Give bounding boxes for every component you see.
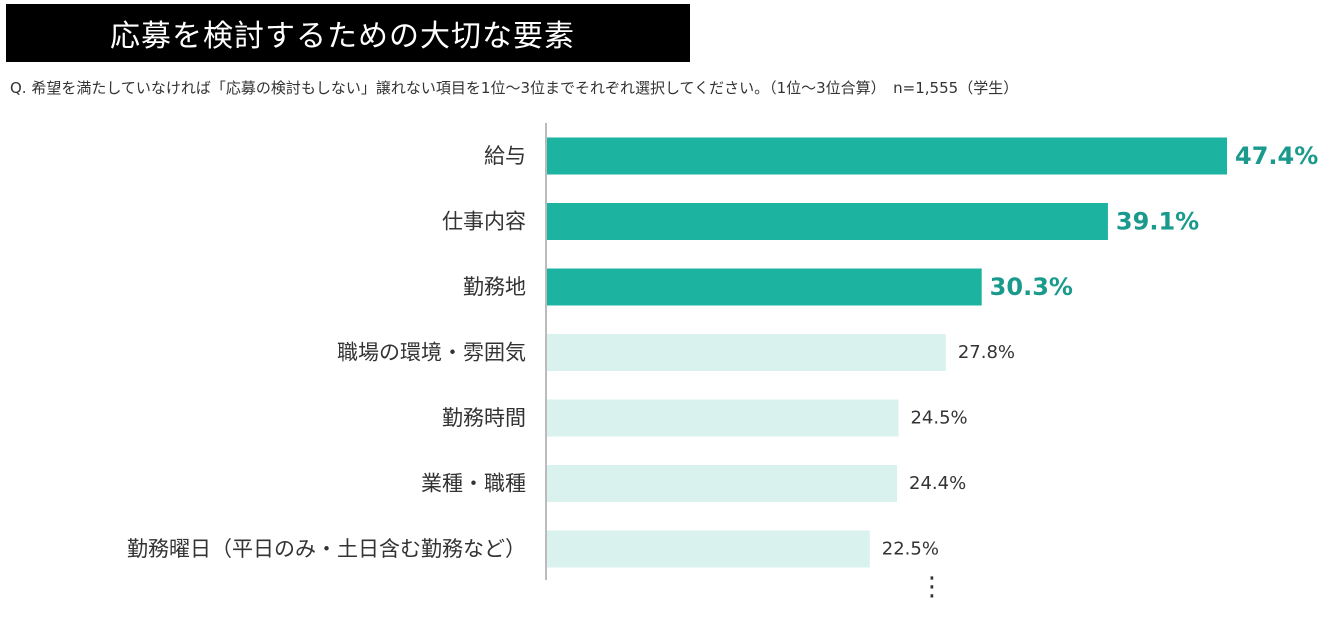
more-items-indicator: ⋮: [919, 572, 945, 602]
bar: [547, 399, 899, 437]
category-label: 勤務地: [463, 275, 526, 299]
chart-title: 応募を検討するための大切な要素: [110, 19, 575, 54]
value-label: 47.4%: [1235, 142, 1318, 170]
bar: [547, 203, 1108, 240]
bar: [547, 268, 982, 306]
survey-question: Q. 希望を満たしていなければ「応募の検討もしない」譲れない項目を1位〜3位まで…: [10, 79, 1019, 97]
category-label: 仕事内容: [442, 210, 526, 234]
vertical-ellipsis-icon: ⋮: [919, 572, 945, 602]
category-label: 業種・職種: [421, 472, 526, 496]
bar: [547, 530, 870, 568]
value-label: 22.5%: [882, 539, 939, 560]
value-label: 39.1%: [1116, 208, 1199, 236]
bar: [547, 137, 1227, 175]
value-label: 24.4%: [909, 473, 966, 494]
value-label: 24.5%: [910, 408, 967, 429]
value-label: 30.3%: [990, 273, 1073, 301]
category-label: 勤務曜日（平日のみ・土日含む勤務など）: [127, 537, 526, 561]
value-label: 27.8%: [958, 342, 1015, 363]
category-label: 職場の環境・雰囲気: [337, 341, 526, 365]
bar: [547, 465, 898, 502]
bar: [547, 334, 946, 371]
title-banner: 応募を検討するための大切な要素: [6, 4, 690, 62]
category-label: 勤務時間: [442, 406, 526, 430]
category-label: 給与: [484, 144, 526, 168]
